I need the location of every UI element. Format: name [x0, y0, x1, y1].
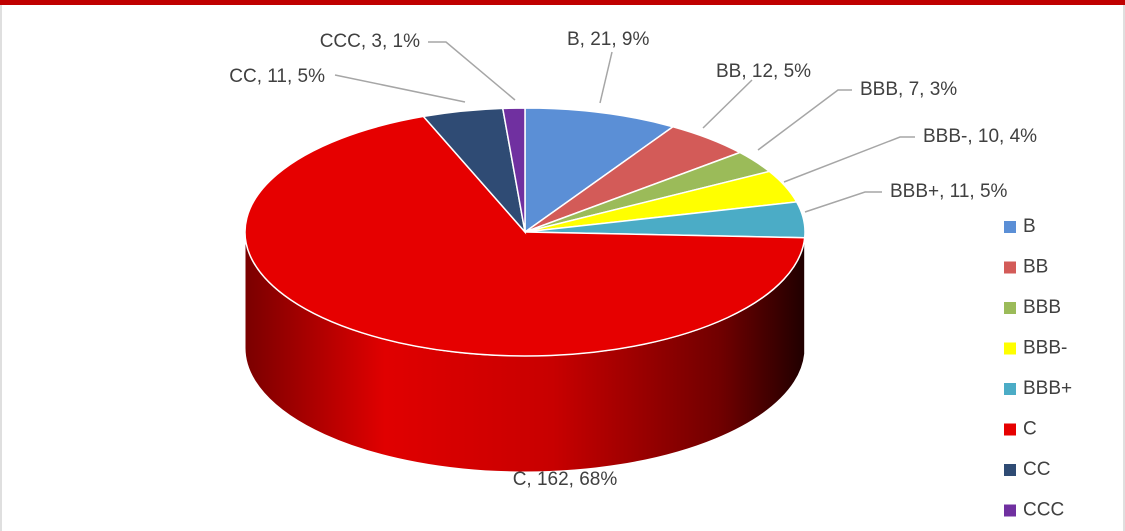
slice: [244, 115, 806, 357]
top-bar: [0, 0, 1125, 5]
legend-label: B: [1023, 216, 1036, 237]
legend-label: BBB-: [1023, 338, 1067, 359]
leader-line: [428, 41, 516, 101]
data-label: CCC, 3, 1%: [320, 31, 420, 52]
legend-label: BBB: [1023, 297, 1061, 318]
legend-swatch: [1004, 423, 1016, 436]
data-label: BBB-, 10, 4%: [923, 126, 1037, 147]
legend-swatch: [1004, 464, 1016, 476]
data-label: C, 162, 68%: [513, 469, 618, 490]
legend-label: BBB+: [1023, 378, 1072, 399]
leader-line: [702, 79, 753, 129]
data-label: BBB, 7, 3%: [860, 79, 957, 100]
slice: [524, 107, 675, 234]
legend-swatch: [1004, 342, 1016, 355]
leader-line: [757, 89, 852, 151]
legend-label: BB: [1023, 257, 1048, 278]
data-label: B, 21, 9%: [567, 29, 649, 50]
legend-label: CCC: [1023, 500, 1064, 521]
legend-label: C: [1023, 419, 1037, 440]
legend-swatch: [1004, 221, 1016, 233]
legend-swatch: [1004, 302, 1016, 314]
data-label: BB, 12, 5%: [716, 61, 811, 82]
legend-swatch: [1004, 504, 1016, 517]
leader-line: [334, 74, 466, 103]
slice: [501, 107, 526, 233]
data-label: CC, 11, 5%: [229, 66, 325, 87]
leader-line: [804, 191, 882, 213]
leader-line: [783, 136, 915, 183]
legend-label: CC: [1023, 459, 1050, 480]
leader-line: [599, 51, 613, 104]
legend-swatch: [1004, 261, 1016, 274]
legend-swatch: [1004, 383, 1016, 395]
data-label: BBB+, 11, 5%: [890, 181, 1008, 202]
